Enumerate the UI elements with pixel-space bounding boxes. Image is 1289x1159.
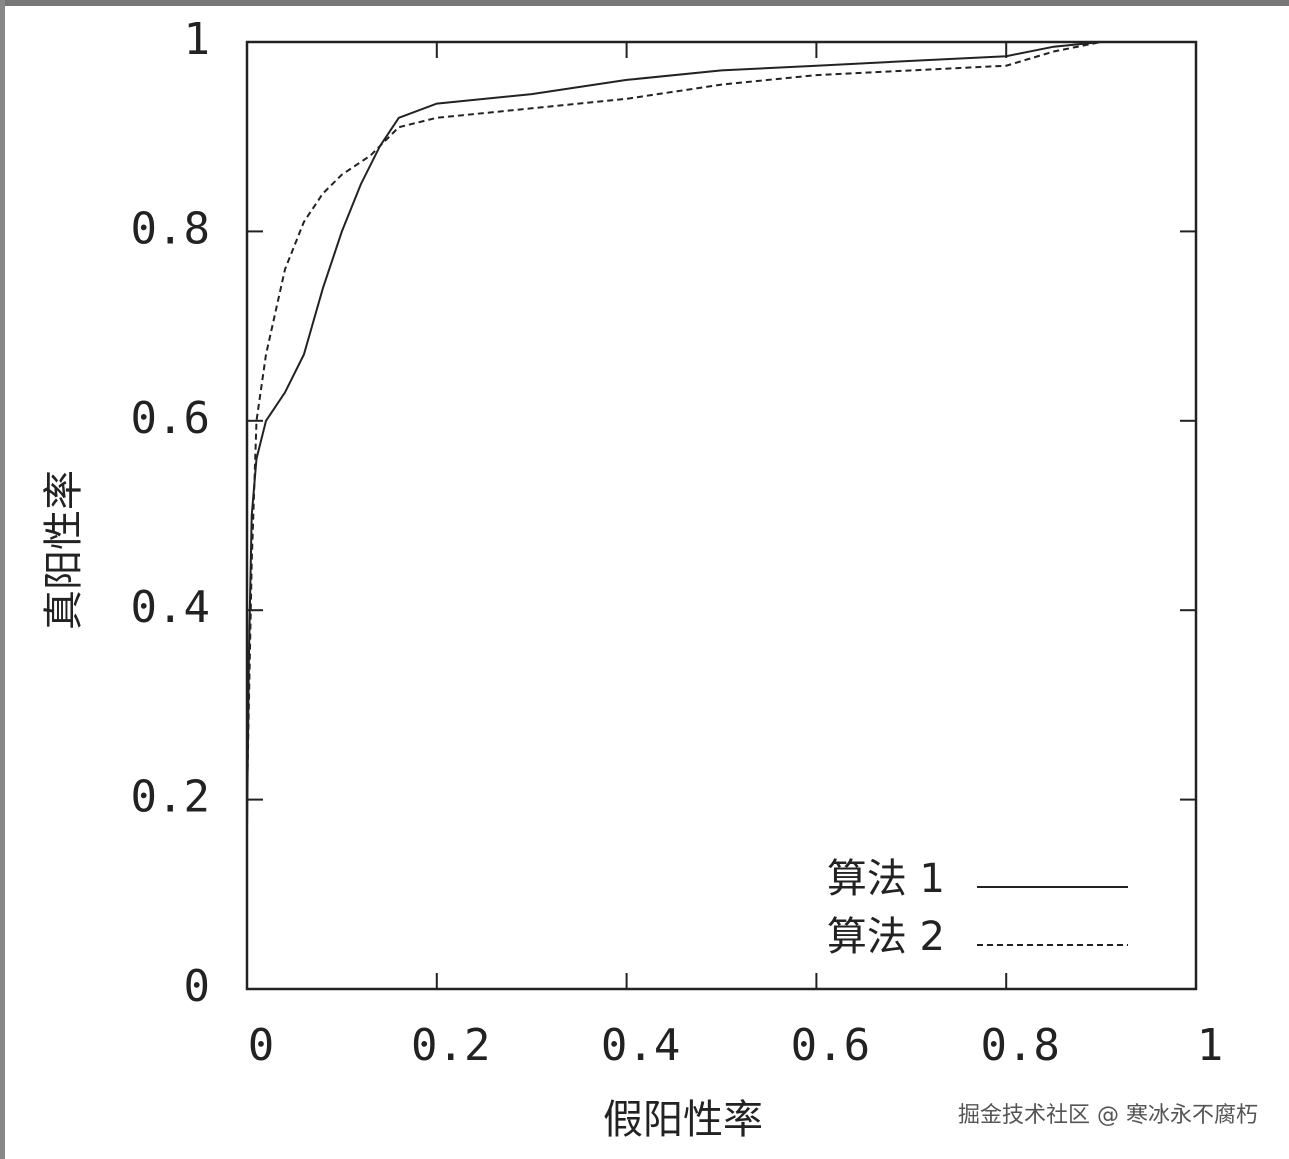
x-tick-label: 1 [1197,1020,1224,1071]
y-tick-label: 0 [184,961,211,1012]
plot-frame [245,40,1198,991]
y-tick-label: 1 [184,14,211,65]
top-edge [0,0,1289,6]
x-tick-label: 0.6 [791,1020,870,1071]
x-tick-label: 0 [248,1020,275,1071]
y-tick-label: 0.4 [131,582,210,633]
watermark: 掘金技术社区 @ 寒冰永不腐朽 [958,1103,1258,1128]
y-tick-label: 0.8 [131,203,210,254]
left-edge [0,0,5,1159]
series-line [246,41,1196,800]
x-tick-label: 0.8 [980,1020,1059,1071]
y-axis-label: 真阳性率 [41,470,87,630]
x-tick-label: 0.2 [411,1020,490,1071]
series-line [246,41,1196,829]
x-tick-label: 0.4 [601,1020,680,1071]
legend-label: 算法 2 [827,914,945,960]
y-tick-label: 0.2 [131,772,210,823]
x-axis-label: 假阳性率 [603,1097,763,1143]
y-tick-label: 0.6 [131,393,210,444]
legend-label: 算法 1 [827,856,945,902]
